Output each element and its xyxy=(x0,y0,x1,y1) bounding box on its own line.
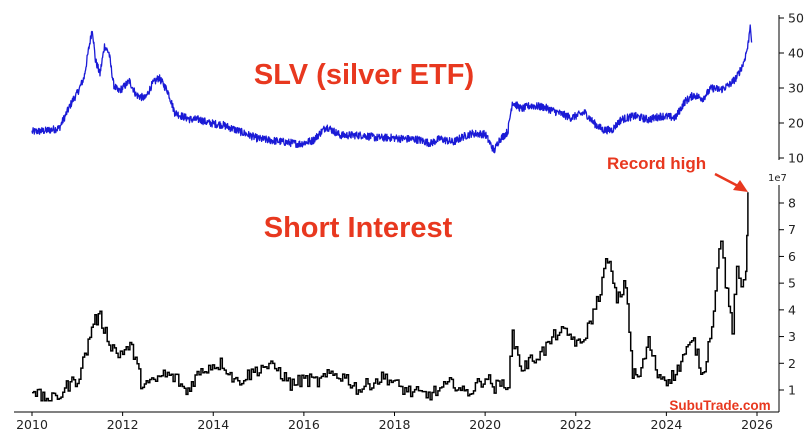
watermark: SubuTrade.com xyxy=(669,398,770,413)
record-high-annotation: Record high xyxy=(607,154,706,173)
x-tick-label: 2020 xyxy=(469,417,501,430)
top-panel: 10 20 30 40 50 SLV (silver ETF) xyxy=(31,11,804,166)
top-y-tick-label: 50 xyxy=(788,11,804,26)
top-y-tick-label: 10 xyxy=(788,151,804,166)
top-y-tick-label: 30 xyxy=(788,81,804,96)
x-tick-label: 2024 xyxy=(650,417,682,430)
x-tick-label: 2026 xyxy=(741,417,773,430)
x-ticks: 2010 2012 2014 2016 2018 2020 2022 2024 2026 xyxy=(16,412,773,430)
slv-title: SLV (silver ETF) xyxy=(254,59,474,91)
x-tick-label: 2016 xyxy=(288,417,320,430)
bottom-panel: 1e7 1 2 3 4 5 6 7 8 2010 2012 2014 2016 2018 2020 202… xyxy=(14,154,796,430)
x-tick-label: 2010 xyxy=(16,417,48,430)
x-tick-label: 2014 xyxy=(197,417,229,430)
short-interest-title: Short Interest xyxy=(264,212,453,244)
record-high-arrow xyxy=(714,172,748,192)
top-y-tick-label: 20 xyxy=(788,116,804,131)
y-scale-exponent: 1e7 xyxy=(768,173,787,184)
x-tick-label: 2012 xyxy=(107,417,139,430)
top-y-ticks: 10 20 30 40 50 xyxy=(779,11,804,166)
bottom-y-tick-label: 6 xyxy=(788,249,796,264)
bottom-y-tick-label: 8 xyxy=(788,196,796,211)
bottom-y-tick-label: 3 xyxy=(788,329,796,344)
top-y-tick-label: 40 xyxy=(788,46,804,61)
x-tick-label: 2022 xyxy=(560,417,592,430)
short-interest-line xyxy=(32,192,749,402)
bottom-y-tick-label: 1 xyxy=(788,383,796,398)
x-tick-label: 2018 xyxy=(379,417,411,430)
bottom-y-ticks: 1 2 3 4 5 6 7 8 xyxy=(779,196,796,398)
bottom-y-tick-label: 2 xyxy=(788,356,796,371)
bottom-y-tick-label: 5 xyxy=(788,276,796,291)
bottom-y-tick-label: 7 xyxy=(788,222,796,237)
bottom-y-tick-label: 4 xyxy=(788,302,796,317)
slv-price-line xyxy=(31,24,753,154)
